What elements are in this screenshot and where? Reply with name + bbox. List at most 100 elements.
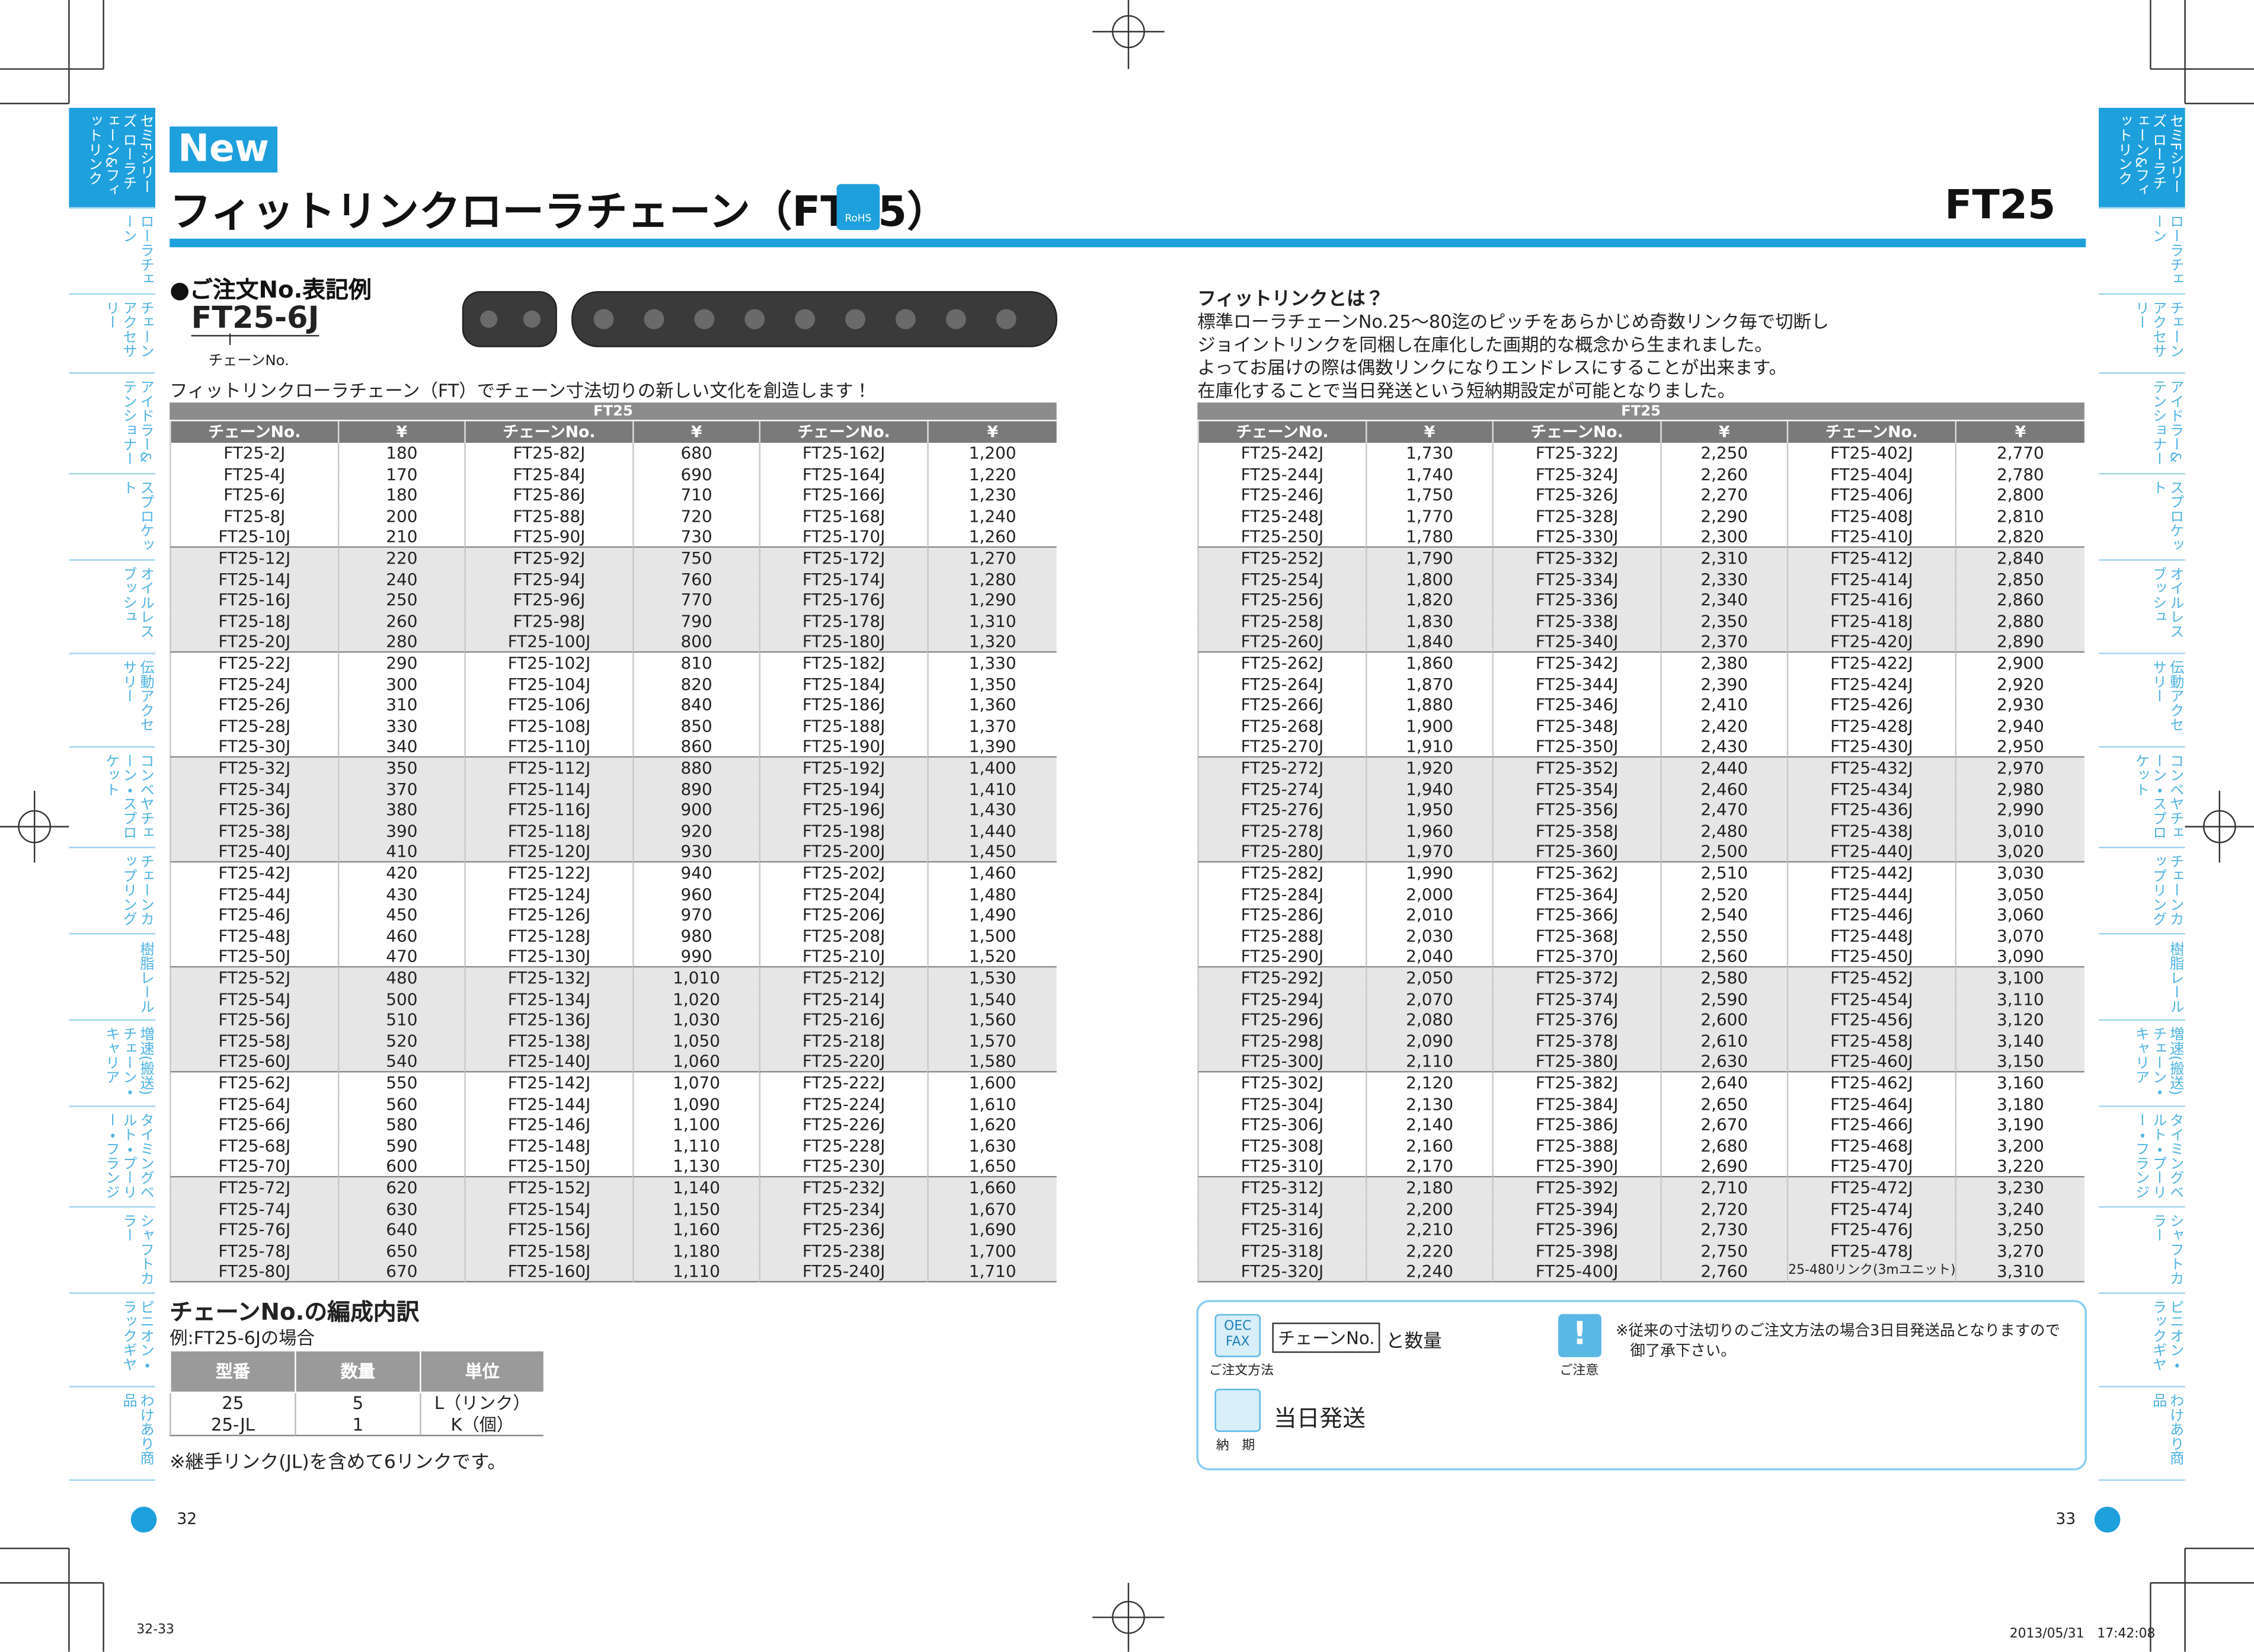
- table-cell: FT25-12J: [170, 548, 338, 569]
- table-cell: FT25-90J: [464, 526, 633, 548]
- table-cell: 1,560: [927, 1009, 1057, 1031]
- table-cell: FT25-110J: [464, 736, 633, 758]
- table-cell: FT25-394J: [1492, 1198, 1661, 1220]
- table-cell: FT25-454J: [1786, 988, 1955, 1010]
- table-cell: 2,250: [1660, 443, 1787, 464]
- table-cell: 1,050: [632, 1030, 759, 1052]
- table-cell: FT25-238J: [759, 1240, 928, 1262]
- table-cell: FT25-222J: [759, 1072, 928, 1094]
- table-cell: 760: [632, 568, 759, 590]
- table-cell: FT25-14J: [170, 568, 338, 590]
- table-cell: FT25-156J: [464, 1219, 633, 1241]
- table-cell: FT25-322J: [1492, 443, 1661, 464]
- table-cell: 2,610: [1660, 1030, 1787, 1052]
- table-cell: 1,820: [1366, 589, 1492, 611]
- table-cell: 3,090: [1955, 946, 2084, 968]
- table-cell: FT25-154J: [464, 1198, 633, 1220]
- table-cell: FT25-320J: [1197, 1261, 1366, 1283]
- table-cell: 810: [632, 653, 759, 674]
- table-cell: 1,630: [927, 1135, 1057, 1156]
- table-cell: FT25-300J: [1197, 1051, 1366, 1073]
- table-cell: FT25-206J: [759, 905, 928, 926]
- table-cell: FT25-308J: [1197, 1135, 1366, 1156]
- table-cell: FT25-148J: [464, 1135, 633, 1156]
- side-tab: チェーンカップリング: [2099, 848, 2185, 935]
- table-cell: FT25-18J: [170, 611, 338, 632]
- new-badge: New: [170, 126, 278, 173]
- table-cell: FT25-130J: [464, 946, 633, 968]
- table-cell: FT25-360J: [1492, 841, 1661, 863]
- table-cell: 2,480: [1660, 820, 1787, 842]
- side-tab: ローラチェーン: [2099, 209, 2185, 295]
- table-cell: 3,060: [1955, 905, 2084, 926]
- table-cell: 370: [337, 778, 465, 800]
- side-tab: シャフトカラー: [69, 1207, 155, 1294]
- table-cell: 180: [337, 443, 465, 464]
- table-cell: FT25-132J: [464, 967, 633, 989]
- table-cell: 800: [632, 631, 759, 653]
- table-cell: FT25-316J: [1197, 1219, 1366, 1241]
- table-cell: FT25-204J: [759, 883, 928, 905]
- table-cell: FT25-280J: [1197, 841, 1366, 863]
- table-cell: FT25-122J: [464, 862, 633, 884]
- table-cell: FT25-356J: [1492, 799, 1661, 821]
- table-cell: FT25-150J: [464, 1156, 633, 1178]
- table-cell: FT25-140J: [464, 1051, 633, 1073]
- table-cell: FT25-50J: [170, 946, 338, 968]
- table-cell: 1,430: [927, 799, 1057, 821]
- table-cell: FT25-146J: [464, 1114, 633, 1136]
- side-tab: スプロケット: [2099, 474, 2185, 561]
- table-cell: 2,730: [1660, 1219, 1787, 1241]
- table-cell: 2,950: [1955, 736, 2084, 758]
- table-cell: 2,240: [1366, 1261, 1492, 1283]
- table-cell: 1,950: [1366, 799, 1492, 821]
- table-cell: FT25-352J: [1492, 758, 1661, 779]
- table-cell: 990: [632, 946, 759, 968]
- table-cell: 2,290: [1660, 506, 1787, 527]
- table-cell: FT25-88J: [464, 506, 633, 527]
- table-cell: FT25-78J: [170, 1240, 338, 1262]
- table-cell: 1,830: [1366, 611, 1492, 632]
- table-cell: FT25-448J: [1786, 925, 1955, 947]
- table-cell: 900: [632, 799, 759, 821]
- table-cell: FT25-404J: [1786, 464, 1955, 485]
- table-cell: 2,980: [1955, 778, 2084, 800]
- table-cell: FT25-96J: [464, 589, 633, 611]
- table-cell: FT25-224J: [759, 1093, 928, 1115]
- order-example: FT25-6J: [191, 301, 319, 337]
- table-cell: 2,690: [1660, 1156, 1787, 1178]
- table-cell: 1,440: [927, 820, 1057, 842]
- table-cell: FT25-294J: [1197, 988, 1366, 1010]
- table-cell: 1,700: [927, 1240, 1057, 1262]
- side-tab: ピニオン・ラックギヤ: [2099, 1294, 2185, 1388]
- table-cell: 3,160: [1955, 1072, 2084, 1094]
- table-cell: 260: [337, 611, 465, 632]
- table-cell: FT25-270J: [1197, 736, 1366, 758]
- table-cell: 1,160: [632, 1219, 759, 1241]
- table-cell: FT25-282J: [1197, 862, 1366, 884]
- table-cell: 350: [337, 758, 465, 779]
- table-cell: 2,220: [1366, 1240, 1492, 1262]
- table-cell: FT25-76J: [170, 1219, 338, 1241]
- table-cell: 2,160: [1366, 1135, 1492, 1156]
- composition-cell: L（リンク）: [420, 1393, 543, 1415]
- table-cell: FT25-452J: [1786, 967, 1955, 989]
- table-cell: 1,270: [927, 548, 1057, 569]
- table-cell: FT25-306J: [1197, 1114, 1366, 1136]
- table-cell: FT25-434J: [1786, 778, 1955, 800]
- table-cell: 3,120: [1955, 1009, 2084, 1031]
- table-cell: FT25-388J: [1492, 1135, 1661, 1156]
- table-cell: FT25-44J: [170, 883, 338, 905]
- composition-cell: 25: [170, 1393, 295, 1415]
- table-cell: 3,200: [1955, 1135, 2084, 1156]
- table-cell: FT25-286J: [1197, 905, 1366, 926]
- table-cell: 2,670: [1660, 1114, 1787, 1136]
- table-cell: 590: [337, 1135, 465, 1156]
- table-cell: 300: [337, 673, 465, 695]
- table-cell: 630: [337, 1198, 465, 1220]
- table-cell: 170: [337, 464, 465, 485]
- timestamp: 2013/05/31 17:42:08: [2009, 1627, 2156, 1642]
- table-cell: 1,620: [927, 1114, 1057, 1136]
- table-cell: FT25-468J: [1786, 1135, 1955, 1156]
- table-cell: 3,190: [1955, 1114, 2084, 1136]
